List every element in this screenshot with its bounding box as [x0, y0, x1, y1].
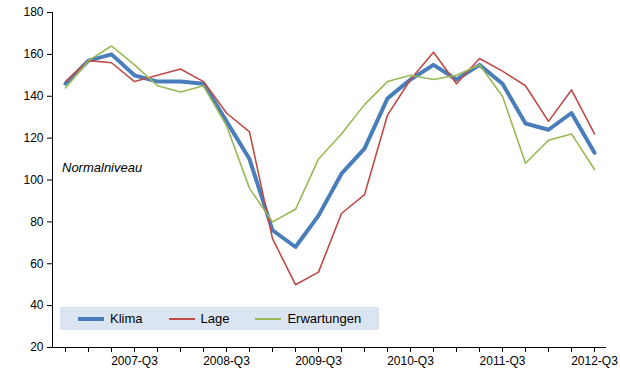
svg-text:120: 120: [23, 131, 43, 145]
svg-text:180: 180: [23, 5, 43, 19]
svg-text:2010-Q3: 2010-Q3: [387, 354, 434, 368]
svg-text:2011-Q3: 2011-Q3: [480, 354, 526, 368]
svg-text:60: 60: [30, 257, 44, 271]
html-text:Erwartungen: Erwartungen: [287, 311, 362, 326]
svg-text:2008-Q3: 2008-Q3: [203, 354, 250, 368]
svg-text:20: 20: [30, 340, 44, 354]
html-text:Klima: Klima: [110, 311, 143, 326]
html-text:Lage: Lage: [200, 311, 230, 326]
svg-text:80: 80: [30, 215, 44, 229]
svg-text:2007-Q3: 2007-Q3: [111, 354, 158, 368]
svg-text:100: 100: [23, 173, 43, 187]
svg-text:160: 160: [23, 47, 43, 61]
svg-text:140: 140: [23, 89, 43, 103]
svg-text:40: 40: [30, 298, 44, 312]
html-text:Normalniveau: Normalniveau: [62, 160, 143, 175]
svg-text:2009-Q3: 2009-Q3: [295, 354, 342, 368]
svg-text:2012-Q3: 2012-Q3: [571, 354, 618, 368]
